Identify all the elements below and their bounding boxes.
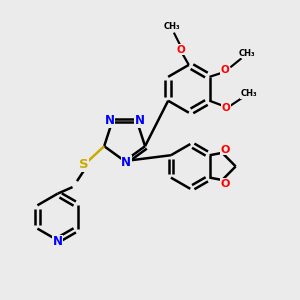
Text: CH₃: CH₃ [163, 22, 180, 31]
Text: N: N [135, 114, 145, 127]
Text: N: N [52, 235, 63, 248]
Text: O: O [220, 178, 230, 189]
Text: O: O [222, 103, 230, 113]
Text: N: N [105, 114, 115, 127]
Text: CH₃: CH₃ [239, 49, 256, 58]
Text: O: O [177, 45, 186, 55]
Text: S: S [79, 158, 89, 171]
Text: O: O [221, 65, 230, 75]
Text: CH₃: CH₃ [241, 89, 257, 98]
Text: N: N [121, 156, 131, 169]
Text: O: O [220, 145, 230, 155]
